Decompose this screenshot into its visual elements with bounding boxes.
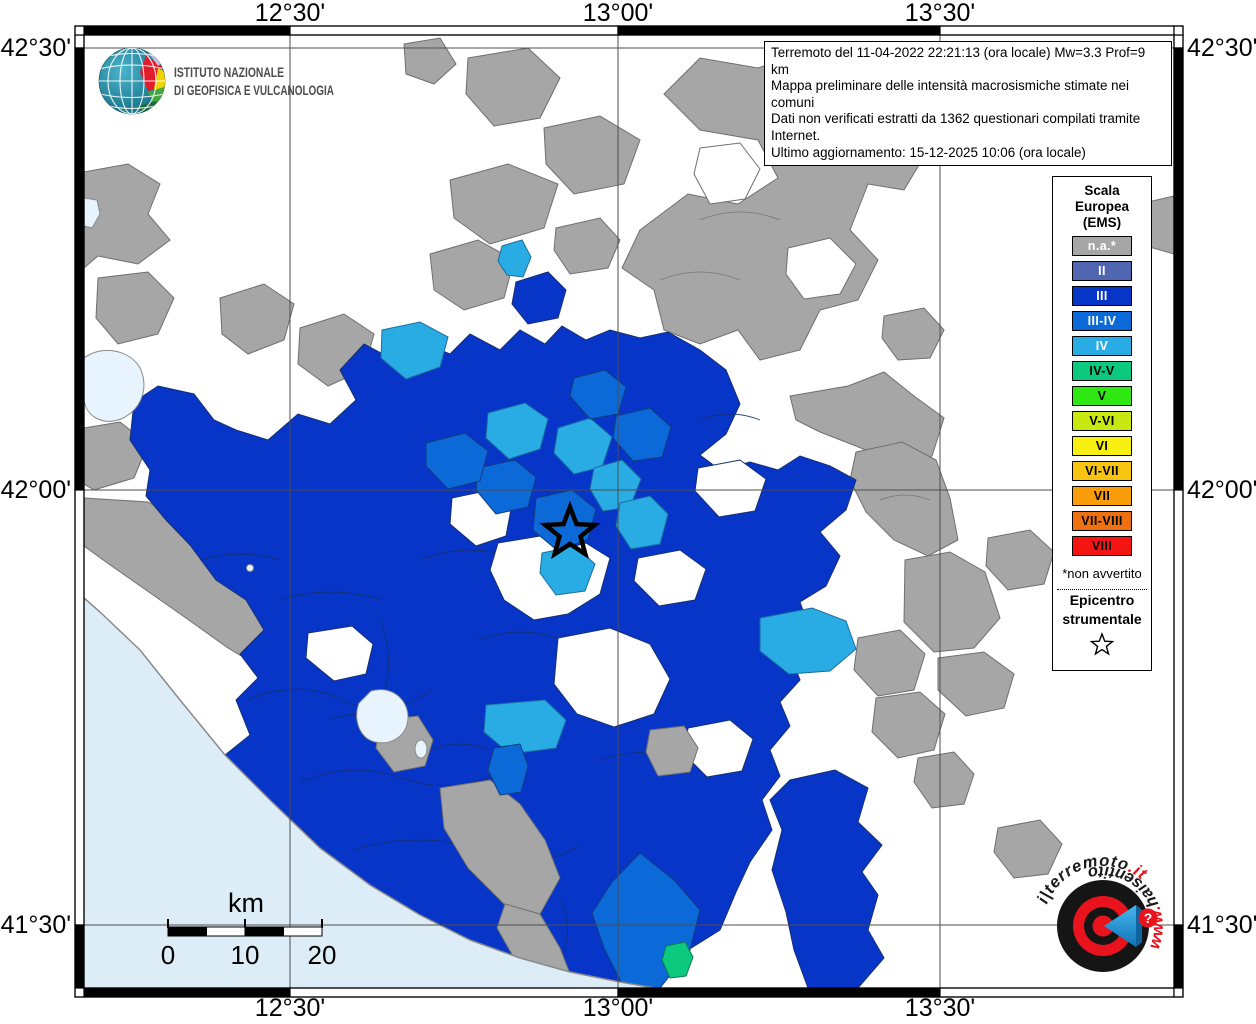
municipalities-intensity-IV-V (661, 941, 694, 979)
question-mark: ? (1144, 910, 1153, 926)
coastline (84, 597, 656, 988)
event-info-line1: Terremoto del 11-04-2022 22:21:13 (ora l… (771, 45, 1146, 77)
graticule (84, 35, 1174, 988)
legend-footnote: *non avvertito (1062, 566, 1142, 581)
ingv-name-line2: DI GEOFISICA E VULCANOLOGIA (174, 82, 334, 98)
legend-item-VI: VI (1072, 436, 1132, 456)
legend-item-V-VI: V-VI (1072, 411, 1132, 431)
ems-scale-legend: Scala Europea (EMS) n.a.* II III III-IV … (1052, 176, 1152, 671)
legend-item-III: III (1072, 286, 1132, 306)
question-badge: ? (1138, 908, 1158, 928)
scale-bar: km 0 10 20 (161, 888, 337, 970)
axis-left-2: 42°00' (1, 476, 71, 504)
event-info-line4: Ultimo aggiornamento: 15-12-2025 10:06 (… (771, 144, 1086, 160)
axis-right-2: 42°00' (1187, 476, 1256, 504)
axis-bottom-2: 13°00' (583, 994, 653, 1022)
gray-cluster-holes (693, 142, 857, 300)
axis-top-3: 13°30' (905, 0, 975, 27)
legend-item-na: n.a.* (1072, 236, 1132, 256)
legend-item-V: V (1072, 386, 1132, 406)
scale-bar-unit: km (228, 888, 264, 918)
legend-item-II: II (1072, 261, 1132, 281)
axis-top-1: 12°30' (255, 0, 325, 27)
axis-bottom-3: 13°30' (905, 994, 975, 1022)
legend-item-VII-VIII: VII-VIII (1072, 511, 1132, 531)
ingv-logo: ISTITUTO NAZIONALE DI GEOFISICA E VULCAN… (98, 47, 334, 115)
axis-right-1: 42°30' (1187, 34, 1256, 62)
legend-epicenter-line1: Epicentro (1069, 592, 1135, 608)
legend-item-VII: VII (1072, 486, 1132, 506)
legend-title-line3: (EMS) (1082, 215, 1122, 230)
ingv-globe-icon (98, 47, 166, 115)
event-info-line2: Mappa preliminare delle intensità macros… (771, 78, 1129, 110)
lake-bracciano (356, 689, 409, 744)
legend-divider (1057, 589, 1147, 590)
lake-mezzano (84, 197, 101, 229)
legend-item-VI-VII: VI-VII (1072, 461, 1132, 481)
legend-item-IV: IV (1072, 336, 1132, 356)
gray-borders (659, 211, 931, 501)
axis-top-2: 13°00' (583, 0, 653, 27)
axis-left-3: 41°30' (1, 911, 71, 939)
legend-item-IV-V: IV-V (1072, 361, 1132, 381)
legend-epicenter-line2: strumentale (1062, 611, 1142, 627)
haisentitoilterremoto-logo: ? i|terremoto.it www.haisentito (1034, 852, 1166, 972)
axis-bottom-1: 12°30' (255, 994, 325, 1022)
lakes (84, 197, 428, 759)
epicenter-star-icon (1089, 632, 1115, 656)
municipalities-intensity-IV (380, 239, 857, 755)
epicenter-star (539, 500, 601, 560)
map-frame (74, 25, 1184, 998)
ingv-name-line1: ISTITUTO NAZIONALE (174, 64, 284, 80)
legend-item-III-IV: III-IV (1072, 311, 1132, 331)
lake-small (246, 564, 254, 572)
legend-title-line1: Scala (1084, 183, 1120, 198)
axis-left-1: 42°30' (1, 34, 71, 62)
axis-right-3: 41°30' (1187, 911, 1256, 939)
legend-title-line2: Europea (1074, 199, 1129, 214)
lake-martignano (414, 739, 428, 759)
sea-tyrrhenian (84, 598, 655, 988)
event-info-line3: Dati non verificati estratti da 1362 que… (771, 111, 1141, 143)
scale-label-0: 0 (161, 940, 175, 970)
event-info-box: Terremoto del 11-04-2022 22:21:13 (ora l… (764, 41, 1172, 167)
legend-item-VIII: VIII (1072, 536, 1132, 556)
target-icon (1057, 880, 1149, 972)
scale-label-20: 20 (308, 940, 337, 970)
scale-label-10: 10 (231, 940, 260, 970)
lake-bolsena (84, 349, 145, 422)
municipalities-intensity-III (129, 271, 885, 988)
